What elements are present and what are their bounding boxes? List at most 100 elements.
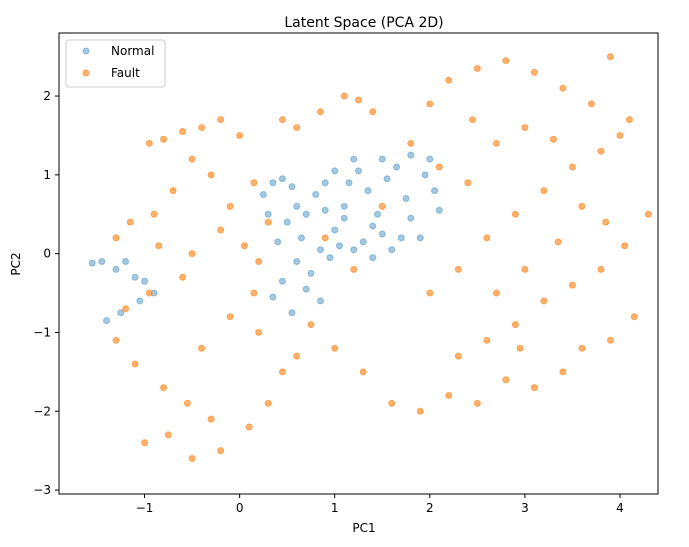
- point-fault: [245, 423, 253, 431]
- point-fault: [578, 202, 586, 210]
- point-normal: [302, 285, 310, 293]
- point-fault: [540, 297, 548, 305]
- point-normal: [321, 206, 329, 214]
- point-normal: [383, 175, 391, 183]
- y-tick-label: 2: [43, 89, 51, 103]
- point-fault: [559, 84, 567, 92]
- point-normal: [426, 155, 434, 163]
- point-fault: [483, 336, 491, 344]
- point-fault: [255, 258, 263, 266]
- point-normal: [374, 210, 382, 218]
- point-fault: [321, 234, 329, 242]
- plot-area-frame: [58, 32, 659, 495]
- y-axis-label: PC2: [9, 252, 23, 275]
- point-normal: [378, 230, 386, 238]
- point-fault: [198, 344, 206, 352]
- point-fault: [331, 344, 339, 352]
- point-fault: [155, 242, 163, 250]
- point-fault: [454, 265, 462, 273]
- point-fault: [473, 64, 481, 72]
- point-normal: [421, 171, 429, 179]
- point-fault: [369, 108, 377, 116]
- point-fault: [250, 179, 258, 187]
- x-tick-label: 1: [331, 501, 339, 515]
- point-normal: [335, 242, 343, 250]
- legend-marker-fault: [82, 69, 90, 77]
- point-normal: [321, 179, 329, 187]
- legend-label-fault: Fault: [111, 66, 140, 80]
- point-fault: [355, 96, 362, 104]
- point-normal: [316, 246, 324, 254]
- point-fault: [169, 187, 177, 195]
- point-fault: [207, 415, 215, 423]
- point-fault: [250, 289, 258, 297]
- point-normal: [393, 163, 401, 171]
- point-fault: [160, 384, 168, 392]
- x-tick-label: 3: [521, 501, 529, 515]
- point-normal: [136, 297, 144, 305]
- point-fault: [616, 131, 624, 139]
- point-normal: [264, 210, 272, 218]
- point-normal: [388, 246, 396, 254]
- point-normal: [369, 254, 377, 262]
- point-fault: [145, 139, 153, 147]
- y-tick-label: 0: [43, 247, 51, 261]
- point-normal: [269, 179, 277, 187]
- point-fault: [606, 336, 614, 344]
- point-fault: [240, 242, 248, 250]
- point-normal: [326, 254, 334, 262]
- point-fault: [188, 250, 196, 258]
- point-normal: [293, 202, 301, 210]
- point-fault: [131, 360, 139, 368]
- point-normal: [98, 258, 106, 266]
- point-normal: [350, 246, 358, 254]
- point-fault: [568, 281, 576, 289]
- point-normal: [293, 258, 301, 266]
- point-normal: [416, 234, 424, 242]
- series-fault: [112, 53, 652, 463]
- point-normal: [369, 222, 377, 230]
- point-normal: [431, 187, 439, 195]
- point-normal: [331, 226, 339, 234]
- point-fault: [606, 53, 614, 61]
- point-fault: [198, 124, 206, 132]
- point-normal: [350, 155, 358, 163]
- point-normal: [278, 277, 286, 285]
- point-fault: [426, 100, 434, 108]
- legend-marker-normal: [82, 47, 90, 55]
- point-fault: [378, 202, 386, 210]
- point-normal: [141, 277, 149, 285]
- point-normal: [340, 202, 348, 210]
- point-fault: [122, 305, 130, 313]
- point-fault: [502, 57, 510, 65]
- point-normal: [397, 234, 405, 242]
- point-fault: [521, 124, 529, 132]
- x-axis-label: PC1: [352, 521, 375, 535]
- point-normal: [259, 191, 267, 199]
- legend: Normal Fault: [65, 39, 166, 88]
- point-normal: [435, 206, 443, 214]
- point-normal: [407, 214, 415, 222]
- point-fault: [183, 399, 191, 407]
- x-tick-label: 0: [236, 501, 244, 515]
- point-normal: [131, 273, 139, 281]
- point-normal: [274, 238, 282, 246]
- point-fault: [568, 163, 576, 171]
- point-fault: [278, 368, 286, 376]
- point-normal: [112, 265, 120, 273]
- point-normal: [340, 214, 348, 222]
- point-fault: [502, 376, 510, 384]
- point-fault: [621, 242, 629, 250]
- point-fault: [587, 100, 595, 108]
- point-normal: [122, 258, 130, 266]
- point-fault: [188, 455, 196, 463]
- point-normal: [269, 293, 277, 301]
- point-fault: [530, 68, 538, 76]
- point-fault: [141, 439, 149, 447]
- point-fault: [179, 273, 187, 281]
- point-normal: [312, 191, 320, 199]
- point-fault: [264, 399, 272, 407]
- point-fault: [293, 124, 301, 132]
- legend-box: [65, 39, 166, 88]
